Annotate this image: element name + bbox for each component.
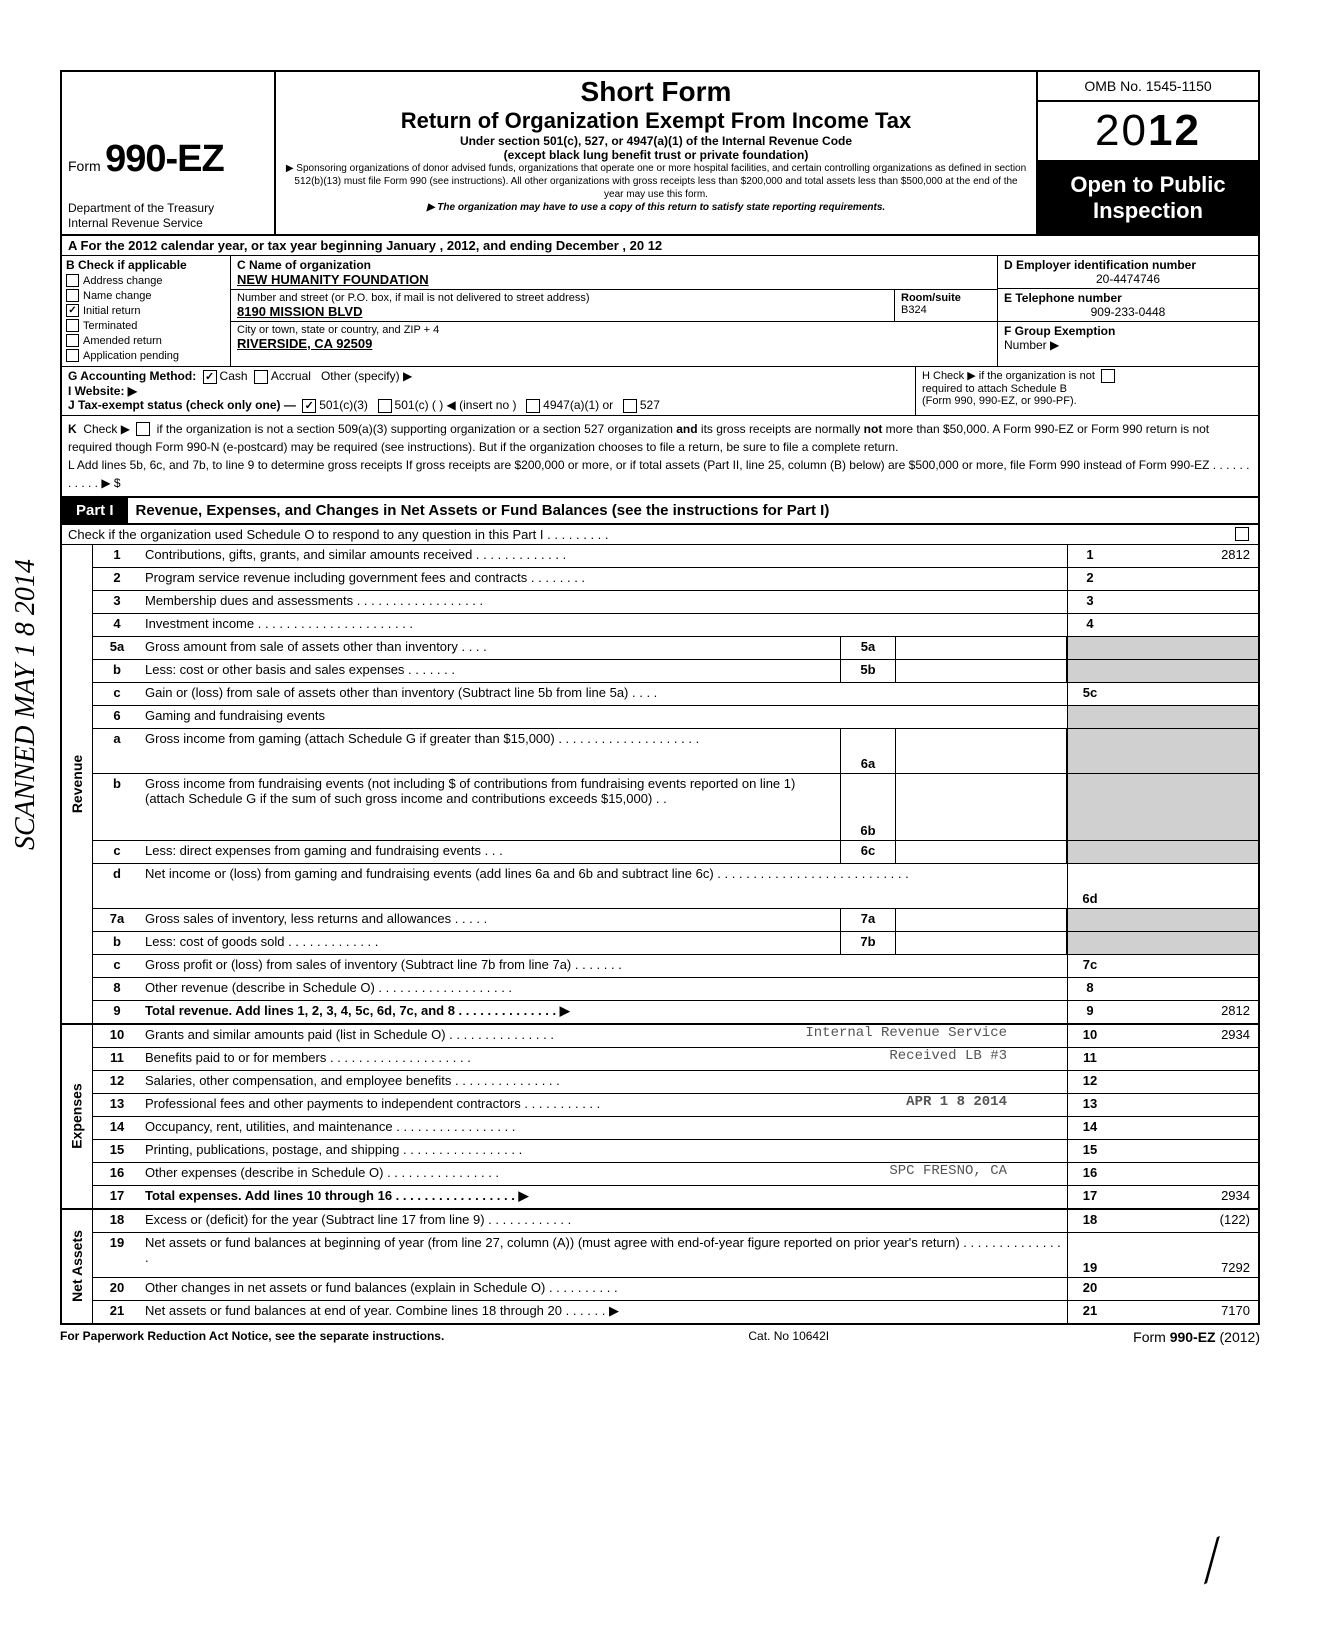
net-assets-table: Net Assets 18Excess or (deficit) for the… (60, 1210, 1260, 1325)
col-de: D Employer identification number 20-4474… (997, 256, 1258, 366)
row-g: G Accounting Method: ✓Cash Accrual Other… (68, 369, 909, 384)
dept-line-1: Department of the Treasury (68, 201, 268, 215)
form-id-block: Form 990-EZ Department of the Treasury I… (62, 72, 276, 234)
open-line-1: Open to Public (1042, 172, 1254, 198)
cb-address-change[interactable]: Address change (66, 274, 226, 287)
cb-schedule-o[interactable] (1235, 527, 1249, 541)
f-label-2: Number ▶ (1004, 338, 1059, 352)
col-c-org-info: C Name of organization NEW HUMANITY FOUN… (231, 256, 997, 366)
d-label: D Employer identification number (1004, 258, 1252, 272)
cb-501c[interactable] (378, 399, 392, 413)
subtitle-4: ▶ The organization may have to use a cop… (284, 201, 1028, 214)
part-1-header: Part I Revenue, Expenses, and Changes in… (60, 498, 1260, 525)
col-b-checkboxes: B Check if applicable Address change Nam… (62, 256, 231, 366)
h-block: H Check ▶ if the organization is not req… (915, 367, 1258, 415)
c-addr-value: 8190 MISSION BLVD (237, 304, 888, 319)
footer-left: For Paperwork Reduction Act Notice, see … (60, 1329, 444, 1345)
footer-center: Cat. No 10642I (748, 1329, 829, 1345)
row-j: J Tax-exempt status (check only one) — ✓… (68, 398, 909, 413)
revenue-table: Revenue 1Contributions, gifts, grants, a… (60, 545, 1260, 1025)
c-addr-label: Number and street (or P.O. box, if mail … (237, 292, 888, 304)
subtitle-2: (except black lung benefit trust or priv… (284, 148, 1028, 162)
l-text: L Add lines 5b, 6c, and 7b, to line 9 to… (68, 458, 1249, 490)
row-ghij: G Accounting Method: ✓Cash Accrual Other… (60, 367, 1260, 416)
cb-amended[interactable]: Amended return (66, 334, 226, 347)
d-value: 20-4474746 (1004, 272, 1252, 286)
omb-number: OMB No. 1545-1150 (1038, 72, 1258, 102)
part-1-tab: Part I (62, 498, 128, 523)
c-city-value: RIVERSIDE, CA 92509 (237, 336, 991, 351)
cb-k[interactable] (136, 422, 150, 436)
form-label: Form (68, 158, 101, 174)
form-number: 990-EZ (105, 138, 224, 180)
signature-mark: ⟋ (1184, 1527, 1241, 1595)
date-stamp: APR 1 8 2014 (906, 1094, 1007, 1110)
open-to-public: Open to Public Inspection (1038, 162, 1258, 234)
spc-stamp: SPC FRESNO, CA (889, 1163, 1007, 1179)
schedule-o-row: Check if the organization used Schedule … (60, 525, 1260, 545)
row-k: K Check ▶ K Check ▶ if the organization … (60, 416, 1260, 498)
part-1-title: Revenue, Expenses, and Changes in Net As… (128, 498, 1258, 523)
subtitle-3: ▶ Sponsoring organizations of donor advi… (284, 162, 1028, 201)
return-title: Return of Organization Exempt From Incom… (284, 108, 1028, 134)
header-right: OMB No. 1545-1150 2012 Open to Public In… (1038, 72, 1258, 234)
f-label: F Group Exemption (1004, 324, 1115, 338)
c-city-label: City or town, state or country, and ZIP … (237, 324, 991, 336)
header-center: Short Form Return of Organization Exempt… (276, 72, 1038, 234)
cb-h[interactable] (1101, 369, 1115, 383)
scanned-stamp: SCANNED MAY 1 8 2014 (10, 559, 42, 850)
expenses-label: Expenses (62, 1025, 93, 1208)
row-i: I Website: ▶ (68, 384, 909, 398)
form-header: Form 990-EZ Department of the Treasury I… (60, 70, 1260, 236)
section-identity: B Check if applicable Address change Nam… (60, 256, 1260, 367)
c-name-label: C Name of organization (237, 258, 991, 272)
cb-4947[interactable] (526, 399, 540, 413)
expenses-table: Expenses 10Grants and similar amounts pa… (60, 1025, 1260, 1210)
year-light: 20 (1095, 106, 1148, 155)
open-line-2: Inspection (1042, 198, 1254, 224)
cb-initial-return[interactable]: ✓Initial return (66, 304, 226, 317)
net-assets-label: Net Assets (62, 1210, 93, 1323)
cb-name-change[interactable]: Name change (66, 289, 226, 302)
cb-cash[interactable]: ✓ (203, 370, 217, 384)
c-name-value: NEW HUMANITY FOUNDATION (237, 272, 991, 287)
irs-stamp: Internal Revenue Service (805, 1025, 1007, 1041)
footer-right: Form 990-EZ (2012) (1133, 1329, 1260, 1345)
e-label: E Telephone number (1004, 291, 1252, 305)
suite-value: B324 (901, 304, 991, 316)
year-bold: 12 (1148, 106, 1201, 155)
cb-app-pending[interactable]: Application pending (66, 349, 226, 362)
cb-terminated[interactable]: Terminated (66, 319, 226, 332)
revenue-label: Revenue (62, 545, 93, 1023)
received-stamp: Received LB #3 (889, 1048, 1007, 1064)
schedule-o-text: Check if the organization used Schedule … (68, 527, 609, 542)
short-form-title: Short Form (284, 76, 1028, 108)
footer: For Paperwork Reduction Act Notice, see … (60, 1325, 1260, 1349)
subtitle-1: Under section 501(c), 527, or 4947(a)(1)… (284, 134, 1028, 148)
suite-label: Room/suite (901, 292, 991, 304)
cb-501c3[interactable]: ✓ (302, 399, 316, 413)
b-heading: B Check if applicable (66, 258, 226, 272)
dept-line-2: Internal Revenue Service (68, 216, 268, 230)
cb-accrual[interactable] (254, 370, 268, 384)
row-a-tax-year: A For the 2012 calendar year, or tax yea… (60, 236, 1260, 256)
e-value: 909-233-0448 (1004, 305, 1252, 319)
tax-year: 2012 (1038, 102, 1258, 162)
cb-527[interactable] (623, 399, 637, 413)
